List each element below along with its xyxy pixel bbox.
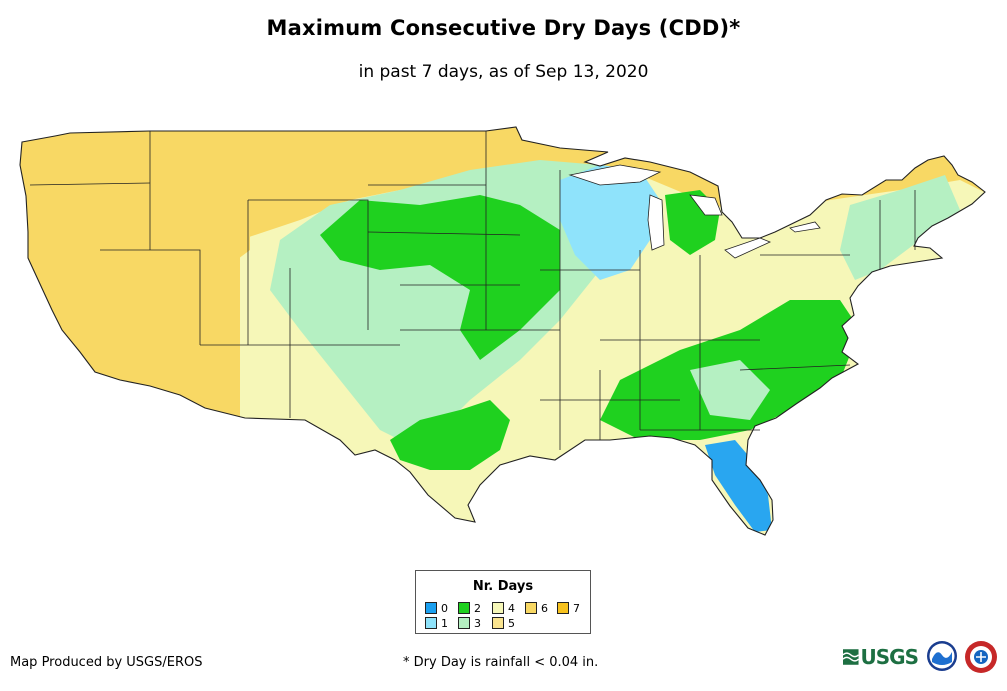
boundary-line (100, 249, 201, 345)
legend-swatch (425, 617, 437, 629)
legend-item-7: 7 (557, 602, 580, 615)
legend-title: Nr. Days (472, 579, 534, 594)
legend-swatch (525, 602, 537, 614)
boundary-line (29, 182, 151, 186)
great-lakes (568, 164, 821, 259)
legend-label: 1 (441, 617, 448, 630)
zone-northeast-day3 (840, 175, 960, 280)
state-boundaries (29, 131, 916, 450)
nws-logo (965, 641, 997, 673)
legend-swatch (557, 602, 569, 614)
lake-michigan (647, 194, 665, 251)
zone-lakes-day1 (560, 165, 660, 280)
zone-florida-day0 (705, 440, 772, 532)
legend: Nr. Days 0 1 2 3 4 5 6 7 (415, 570, 591, 634)
boundary-line (248, 199, 369, 330)
lake-ontario (789, 221, 821, 233)
legend-label: 5 (508, 617, 515, 630)
legend-label: 3 (474, 617, 481, 630)
legend-label: 6 (541, 602, 548, 615)
boundary-line (739, 364, 851, 371)
map-title: Maximum Consecutive Dry Days (CDD)* (266, 16, 741, 40)
legend-item-0: 0 (425, 602, 448, 615)
map-credit: Map Produced by USGS/EROS (10, 655, 203, 670)
zone-central-day2 (320, 195, 560, 360)
legend-swatch (458, 602, 470, 614)
legend-item-2: 2 (458, 602, 481, 615)
legend-item-4: 4 (492, 602, 515, 615)
legend-item-1: 1 (425, 617, 448, 630)
legend-item-3: 3 (458, 617, 481, 630)
legend-swatch (458, 617, 470, 629)
lake-erie (724, 237, 772, 259)
usgs-logo-text: USGS (860, 645, 919, 669)
legend-label: 4 (508, 602, 515, 615)
legend-label: 7 (573, 602, 580, 615)
usgs-wave-icon (843, 649, 859, 665)
lake-huron (689, 194, 723, 216)
legend-item-6: 6 (525, 602, 548, 615)
legend-label: 2 (474, 602, 481, 615)
lake-superior (568, 164, 662, 186)
zone-southeast-day3 (690, 360, 770, 420)
map-footnote: * Dry Day is rainfall < 0.04 in. (403, 655, 599, 670)
legend-swatch (425, 602, 437, 614)
map-subtitle: in past 7 days, as of Sep 13, 2020 (358, 62, 649, 82)
usgs-logo: USGS (843, 643, 919, 671)
legend-label: 0 (441, 602, 448, 615)
legend-item-5: 5 (492, 617, 515, 630)
noaa-logo (927, 641, 957, 671)
legend-swatch (492, 617, 504, 629)
zone-texas-day2 (390, 400, 510, 470)
legend-swatch (492, 602, 504, 614)
boundary-line (367, 231, 521, 236)
